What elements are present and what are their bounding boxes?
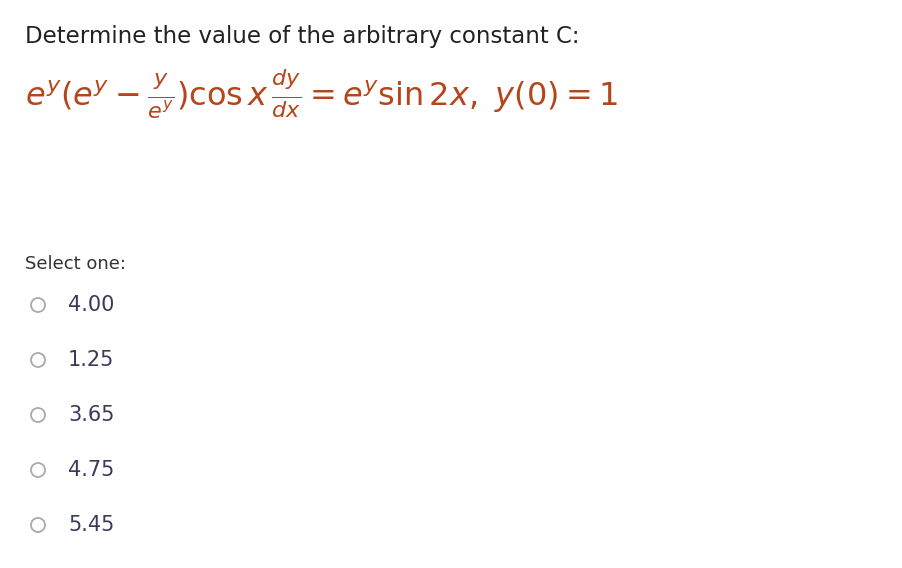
Text: 5.45: 5.45 — [68, 515, 115, 535]
Text: 1.25: 1.25 — [68, 350, 115, 370]
Text: 4.00: 4.00 — [68, 295, 115, 315]
Text: Select one:: Select one: — [25, 255, 126, 273]
Text: Determine the value of the arbitrary constant C:: Determine the value of the arbitrary con… — [25, 25, 579, 48]
Text: $e^y(e^y - \frac{y}{e^y})\cos x\,\frac{dy}{dx} = e^y \sin 2x,\ y(0) = 1$: $e^y(e^y - \frac{y}{e^y})\cos x\,\frac{d… — [25, 68, 617, 122]
Text: 4.75: 4.75 — [68, 460, 115, 480]
Text: 3.65: 3.65 — [68, 405, 115, 425]
